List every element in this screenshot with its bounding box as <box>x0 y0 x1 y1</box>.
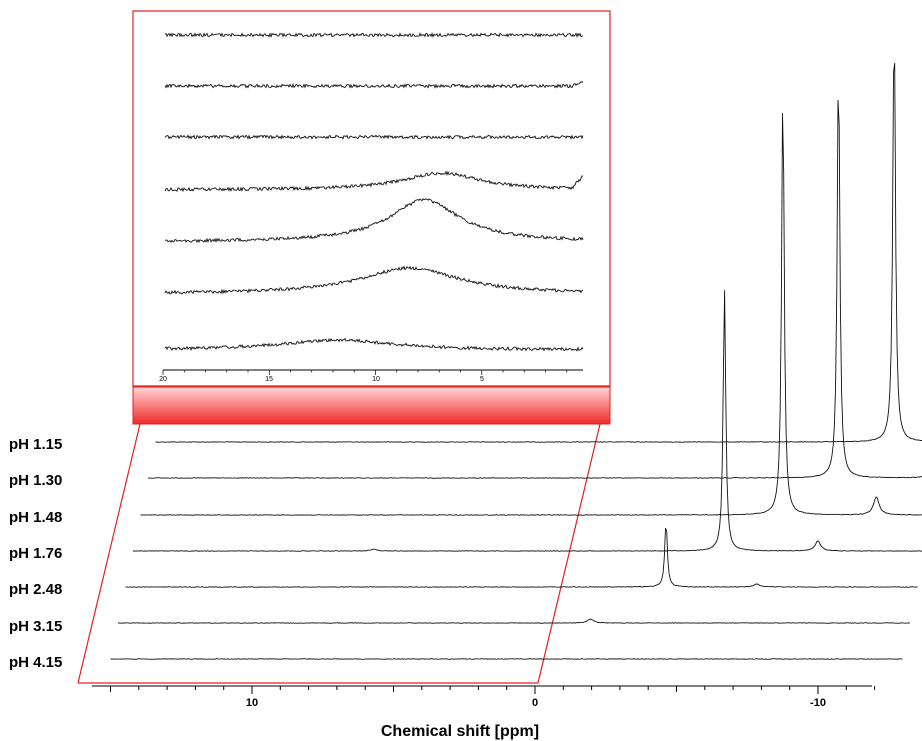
inset-series-line-ph-1-76 <box>164 170 584 193</box>
series-line-ph-3-15 <box>117 618 911 624</box>
series-line-ph-4-15 <box>110 658 903 660</box>
inset-frame <box>77 10 611 684</box>
x-axis: 10 0 -10 Chemical shift [ppm] <box>92 685 876 740</box>
series-line-ph-1-48 <box>140 113 922 516</box>
inset-tick-label-20: 20 <box>159 376 167 383</box>
inset-border <box>132 10 611 387</box>
series-label-ph-1-30: pH 1.30 <box>9 472 62 489</box>
inset-series-line-ph-1-30 <box>164 81 584 89</box>
series-label-ph-1-48: pH 1.48 <box>9 509 62 526</box>
series-label-ph-1-15: pH 1.15 <box>9 436 62 453</box>
x-axis-title: Chemical shift [ppm] <box>381 723 539 740</box>
projection-line-right <box>537 423 601 684</box>
series-label-ph-4-15: pH 4.15 <box>9 654 62 671</box>
inset-tick-labels: 20 15 10 5 <box>159 376 484 383</box>
inset-ticks <box>162 370 568 375</box>
series-labels: pH 1.15 pH 1.30 pH 1.48 pH 1.76 pH 2.48 … <box>9 436 62 671</box>
series-label-ph-2-48: pH 2.48 <box>9 581 62 598</box>
inset-traces <box>164 32 584 352</box>
x-axis-ticks <box>110 686 876 694</box>
series-line-ph-2-48 <box>125 527 918 588</box>
series-line-ph-1-30 <box>147 99 922 479</box>
inset-tick-label-5: 5 <box>480 376 484 383</box>
inset-series-line-ph-2-48 <box>164 198 584 244</box>
series-line-ph-1-15 <box>155 63 922 443</box>
main-traces <box>110 63 922 660</box>
inset-x-axis <box>162 369 583 375</box>
series-label-ph-1-76: pH 1.76 <box>9 545 62 562</box>
inset-series-line-ph-1-48 <box>164 134 584 140</box>
inset-highlight-band <box>132 386 611 425</box>
inset-series-line-ph-4-15 <box>164 337 584 352</box>
x-tick-label-minus-10: -10 <box>810 697 826 709</box>
x-tick-label-10: 10 <box>246 697 258 709</box>
inset-series-line-ph-1-15 <box>164 32 584 38</box>
projection-line-left <box>77 423 141 684</box>
inset-series-line-ph-3-15 <box>164 265 584 295</box>
series-label-ph-3-15: pH 3.15 <box>9 618 62 635</box>
inset-tick-label-10: 10 <box>372 376 380 383</box>
series-line-ph-1-76 <box>133 290 922 552</box>
inset-tick-label-15: 15 <box>265 376 273 383</box>
x-tick-label-0: 0 <box>532 697 538 709</box>
